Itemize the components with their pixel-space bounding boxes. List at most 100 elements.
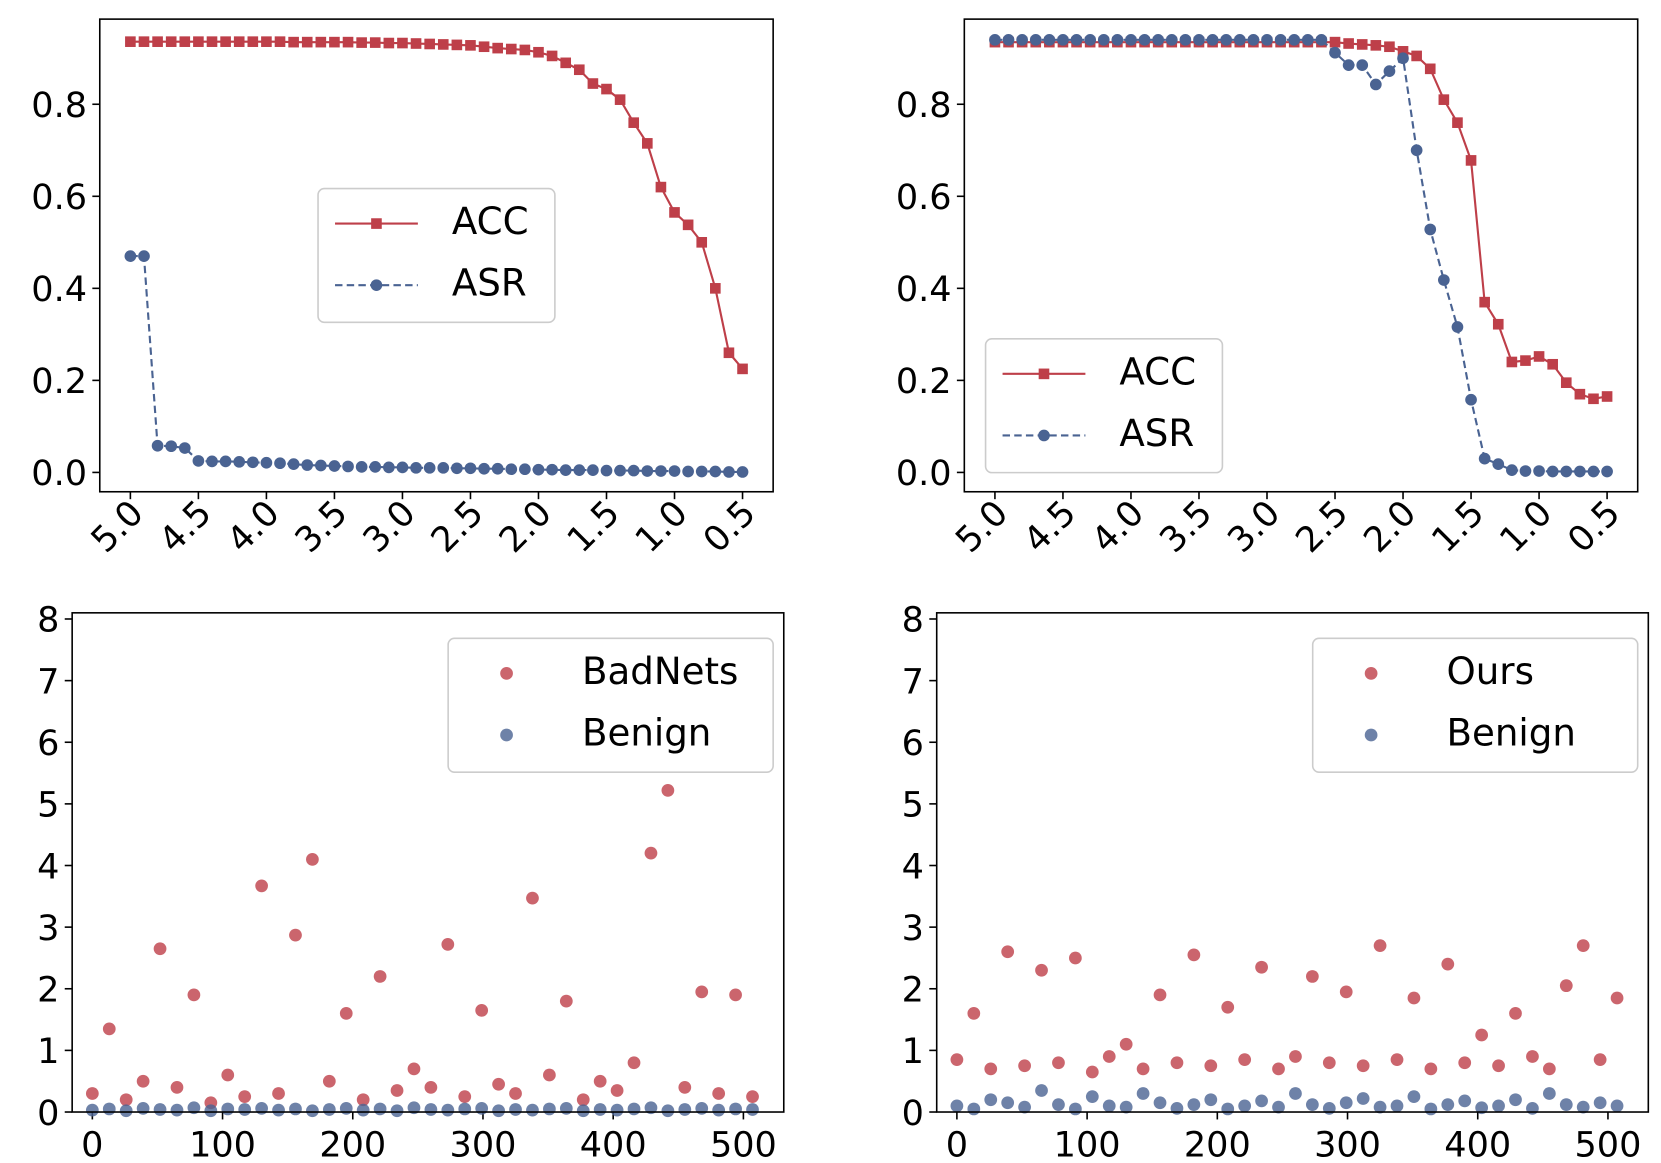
marker bbox=[125, 36, 136, 47]
marker bbox=[478, 41, 490, 53]
y-tick-label: 0.0 bbox=[896, 453, 952, 494]
marker bbox=[1478, 452, 1491, 465]
marker bbox=[151, 439, 164, 452]
scatter-point bbox=[424, 1080, 438, 1094]
y-tick-label: 0.6 bbox=[896, 177, 952, 218]
scatter-point bbox=[289, 1102, 302, 1116]
series-line bbox=[130, 255, 743, 474]
marker bbox=[314, 459, 327, 472]
y-tick-label: 0 bbox=[902, 1093, 924, 1134]
legend: Ours Benign bbox=[1311, 637, 1639, 773]
marker bbox=[1451, 321, 1464, 333]
legend-marker bbox=[1038, 429, 1050, 442]
axes-frame bbox=[98, 18, 774, 493]
marker bbox=[165, 440, 178, 453]
marker bbox=[1452, 117, 1463, 128]
scatter-point bbox=[1187, 1098, 1201, 1111]
scatter-point bbox=[576, 1093, 590, 1107]
legend-label: ACC bbox=[1119, 349, 1196, 393]
x-tick-label: 100 bbox=[189, 1125, 256, 1163]
scatter-point bbox=[509, 1087, 522, 1100]
marker bbox=[1369, 78, 1382, 91]
legend-label: BadNets bbox=[582, 649, 738, 693]
x-tick-label: 0.5 bbox=[1560, 492, 1628, 560]
scatter-point bbox=[441, 938, 455, 951]
marker bbox=[1356, 59, 1369, 71]
scatter-point bbox=[1373, 939, 1387, 952]
scatter-point bbox=[1085, 1090, 1099, 1103]
marker bbox=[356, 37, 367, 48]
marker bbox=[1016, 33, 1028, 46]
x-tick-label: 2.5 bbox=[423, 492, 491, 560]
x-tick-label: 4.5 bbox=[151, 492, 219, 560]
scatter-point bbox=[1052, 1056, 1065, 1070]
x-tick-label: 300 bbox=[450, 1125, 517, 1163]
x-tick-label: 3.0 bbox=[355, 492, 423, 560]
scatter-point bbox=[729, 1102, 742, 1116]
x-tick-label: 4.5 bbox=[1016, 492, 1084, 560]
scatter-point bbox=[1035, 1084, 1048, 1097]
scatter-point bbox=[526, 1103, 539, 1117]
scatter-point bbox=[1018, 1059, 1031, 1073]
marker bbox=[1411, 50, 1422, 62]
scatter-point bbox=[238, 1103, 252, 1116]
scatter-point bbox=[187, 988, 201, 1002]
marker bbox=[737, 363, 748, 375]
scatter-point bbox=[1576, 1100, 1590, 1114]
marker bbox=[546, 463, 558, 476]
scatter-point bbox=[967, 1102, 981, 1116]
marker bbox=[451, 39, 463, 51]
scatter-point bbox=[712, 1103, 726, 1117]
marker bbox=[1546, 465, 1559, 478]
x-tick-label: 4.0 bbox=[1084, 492, 1152, 560]
scatter-point bbox=[1204, 1059, 1218, 1073]
scatter-point bbox=[1085, 1065, 1099, 1079]
y-tick-label: 0.6 bbox=[31, 177, 87, 218]
y-tick-label: 0.4 bbox=[896, 269, 952, 310]
marker bbox=[723, 466, 735, 478]
marker bbox=[1397, 46, 1409, 57]
marker bbox=[1193, 33, 1205, 46]
x-tick-label: 3.5 bbox=[287, 492, 355, 560]
scatter-point bbox=[984, 1093, 998, 1107]
scatter-point bbox=[1238, 1099, 1252, 1113]
scatter-point bbox=[390, 1084, 404, 1097]
scatter-point bbox=[1559, 1098, 1573, 1111]
marker bbox=[989, 33, 1001, 46]
scatter-point bbox=[593, 1103, 607, 1116]
scatter-point bbox=[102, 1022, 116, 1036]
marker bbox=[491, 462, 504, 475]
marker bbox=[668, 465, 681, 477]
scatter-point bbox=[492, 1077, 505, 1091]
scatter-point bbox=[678, 1080, 692, 1094]
x-tick-label: 1.0 bbox=[627, 492, 695, 560]
scatter-point bbox=[661, 783, 675, 797]
marker bbox=[288, 36, 299, 48]
marker bbox=[682, 219, 694, 231]
scatter-point bbox=[424, 1103, 438, 1116]
marker bbox=[1587, 465, 1600, 478]
scatter-point bbox=[1018, 1100, 1031, 1114]
scatter-point bbox=[1305, 1098, 1319, 1111]
x-tick-label: 1.5 bbox=[1424, 492, 1492, 560]
marker bbox=[696, 237, 708, 248]
plot-area bbox=[85, 783, 759, 1118]
x-tick-label: 3.0 bbox=[1220, 492, 1288, 560]
scatter-point bbox=[610, 1103, 624, 1117]
scatter-point bbox=[1339, 1096, 1353, 1110]
marker bbox=[560, 57, 572, 69]
marker bbox=[451, 462, 463, 475]
marker bbox=[437, 39, 449, 50]
marker bbox=[1301, 33, 1314, 46]
scatter-point bbox=[1526, 1050, 1539, 1063]
plot-area bbox=[124, 36, 749, 478]
x-tick-label: 3.5 bbox=[1152, 492, 1220, 560]
scatter-point bbox=[136, 1074, 150, 1088]
marker bbox=[301, 36, 313, 48]
plot-area bbox=[989, 33, 1613, 478]
marker bbox=[138, 36, 150, 47]
scatter-point bbox=[1390, 1099, 1404, 1113]
series-line bbox=[130, 40, 744, 370]
scatter-point bbox=[1441, 957, 1455, 971]
scatter-point bbox=[306, 852, 319, 866]
